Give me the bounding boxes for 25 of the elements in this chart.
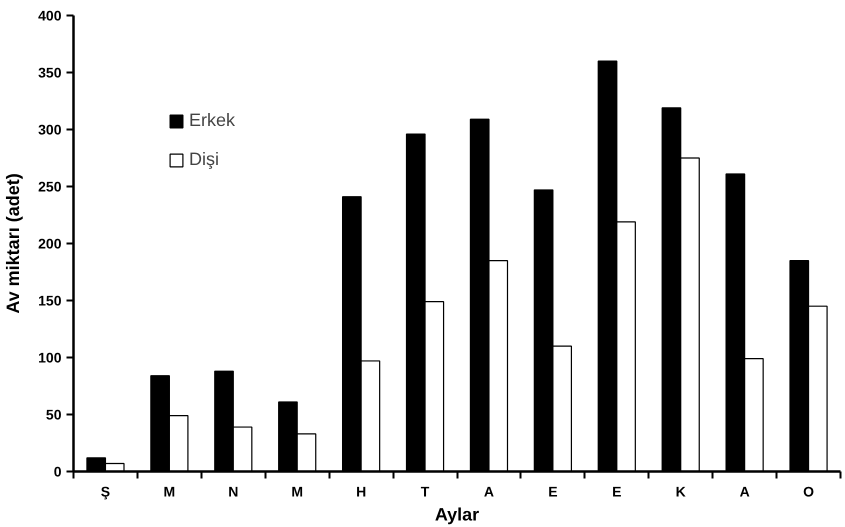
legend-label: Erkek (189, 110, 236, 131)
y-tick-label: 350 (38, 64, 62, 80)
x-tick-label: A (740, 484, 750, 500)
y-tick-label: 200 (38, 236, 62, 252)
x-tick-label: E (612, 484, 622, 500)
y-tick-label: 400 (38, 8, 62, 24)
x-tick-label: M (291, 484, 304, 500)
x-tick-label: N (228, 484, 238, 500)
x-tick-label: T (420, 484, 430, 500)
y-tick-label: 250 (38, 178, 62, 194)
x-tick-label: Ş (100, 484, 110, 500)
x-tick-label: E (548, 484, 558, 500)
y-axis-title: Av miktarı (adet) (3, 173, 24, 314)
x-tick-label: H (356, 484, 366, 500)
y-tick-label: 0 (54, 464, 62, 480)
y-tick-label: 100 (38, 350, 62, 366)
y-tick-label: 150 (38, 292, 62, 308)
x-tick-label: A (484, 484, 494, 500)
x-axis-title: Aylar (434, 504, 480, 524)
x-tick-label: O (803, 484, 814, 500)
x-tick-label: M (164, 484, 176, 500)
y-tick-label: 50 (46, 406, 62, 422)
y-tick-label: 300 (38, 122, 62, 138)
legend-label: Dişi (189, 149, 219, 170)
x-tick-label: K (676, 484, 686, 500)
